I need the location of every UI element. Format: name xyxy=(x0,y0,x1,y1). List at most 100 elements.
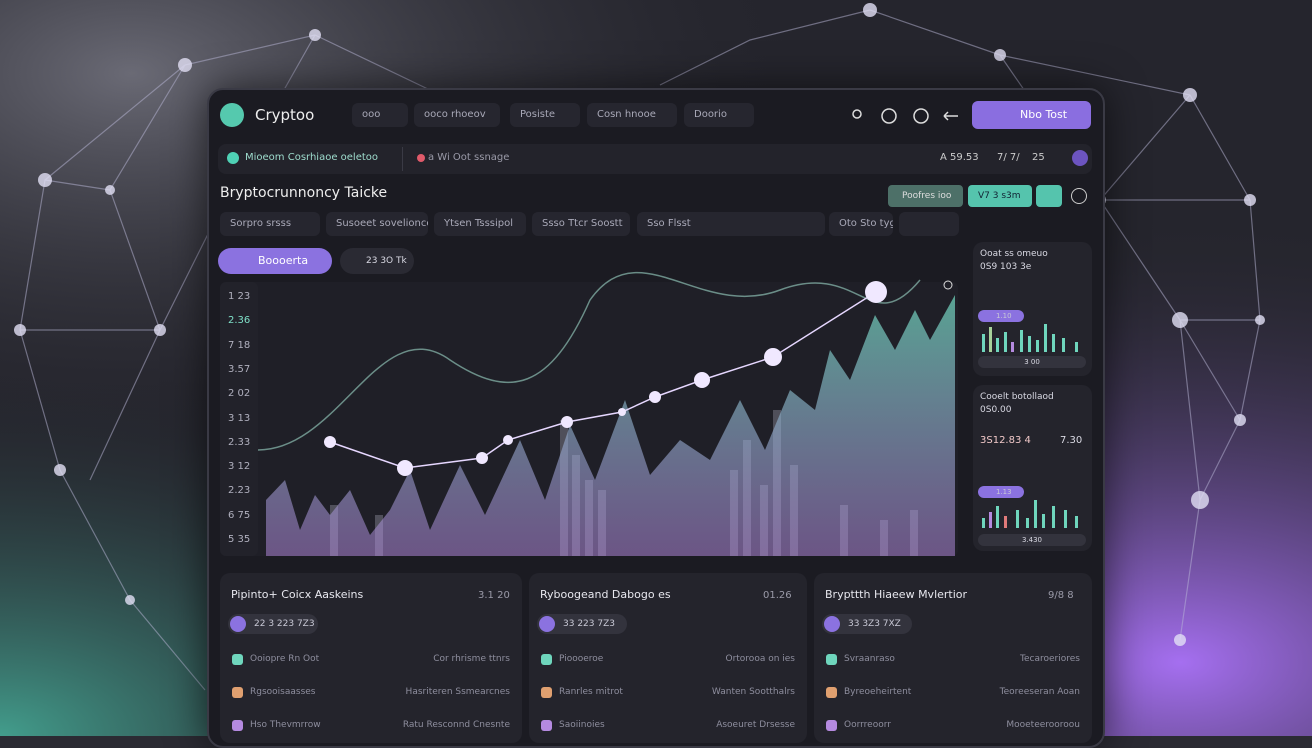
status-stat: 25 xyxy=(1032,152,1045,163)
filter[interactable]: Ytsen Tsssipol xyxy=(434,212,526,236)
side-card-title: Ooat ss omeuo xyxy=(980,249,1048,259)
alert-dot xyxy=(417,154,425,162)
side-card-chip: 1.10 xyxy=(978,310,1024,322)
info-card xyxy=(220,573,522,743)
status-stat: A 59.53 xyxy=(940,152,979,163)
row-detail: Hasriteren Ssmearcnes xyxy=(405,687,510,697)
info-card xyxy=(814,573,1092,743)
row-label: Svraanraso xyxy=(844,654,895,664)
chart-graphic xyxy=(220,271,958,556)
card-chip: 33 223 7Z3 xyxy=(537,614,627,634)
filter[interactable]: Ssso Ttcr Soostt xyxy=(532,212,630,236)
logo xyxy=(220,103,244,127)
settings-icon[interactable] xyxy=(1071,188,1087,204)
side-card-chip: 1.13 xyxy=(978,486,1024,498)
y-label: 2 02 xyxy=(228,388,251,400)
side-card-footer: 3 00 xyxy=(978,356,1086,368)
row-icon xyxy=(826,654,837,665)
header-button[interactable]: Poofres ioo xyxy=(888,185,963,207)
nav-item[interactable]: Doorio xyxy=(684,103,754,127)
filter-icons[interactable] xyxy=(899,212,959,236)
card-title: Brypttth Hiaeew Mvlertior xyxy=(825,588,968,601)
nav-item[interactable]: ooco rhoeov xyxy=(414,103,500,127)
divider xyxy=(402,147,403,171)
page-title: Bryptocrunnoncy Taicke xyxy=(220,185,388,201)
row-icon xyxy=(232,687,243,698)
side-card-stat: 7.30 xyxy=(1060,435,1083,446)
side-card xyxy=(973,385,1092,551)
y-label: 2.23 xyxy=(228,485,251,497)
y-label: 3 13 xyxy=(228,412,251,424)
nav-item[interactable]: Cosn hnooe xyxy=(587,103,677,127)
up-button[interactable] xyxy=(1036,185,1062,207)
row-label: Saoiinoies xyxy=(559,720,605,730)
card-value: 3.1 20 xyxy=(478,590,510,601)
status-dot xyxy=(227,152,239,164)
side-card-bars xyxy=(982,500,1078,528)
card-value: 9/8 8 xyxy=(1048,590,1074,601)
chip-dot xyxy=(824,616,840,632)
side-card-stat: 3S12.83 4 xyxy=(980,435,1031,446)
brand: Cryptoo xyxy=(255,106,315,124)
row-label: Ooiopre Rn Oot xyxy=(250,654,320,664)
card-title: Ryboogeand Dabogo es xyxy=(540,588,671,601)
row-icon xyxy=(232,654,243,665)
y-label: 1 23 xyxy=(228,291,251,302)
row-detail: Asoeuret Drsesse xyxy=(716,720,795,730)
row-detail: Wanten Sootthalrs xyxy=(711,687,795,697)
status-bar xyxy=(218,144,1092,174)
side-card-value: 0S0.00 xyxy=(980,405,1012,415)
y-label: 7 18 xyxy=(228,339,251,351)
filter[interactable]: Susoeet sovelionce xyxy=(326,212,428,236)
row-icon xyxy=(541,720,552,731)
chip-dot xyxy=(539,616,555,632)
header-button[interactable]: V7 3 s3m xyxy=(968,185,1032,207)
row-label: Oorrreoorr xyxy=(844,720,891,730)
row-icon xyxy=(826,720,837,731)
row-label: Ranrles mitrot xyxy=(559,687,623,697)
nav-icons[interactable] xyxy=(848,105,963,127)
side-card-value: 0S9 103 3e xyxy=(980,262,1032,272)
status-stat: 7/ 7/ xyxy=(997,152,1020,163)
y-label: 6 75 xyxy=(228,509,251,521)
row-detail: Mooeteerooroou xyxy=(1006,720,1080,730)
status-left: Mioeom Cosrhiaoe oeletoo xyxy=(245,152,379,163)
nav-item[interactable]: Posiste xyxy=(510,103,580,127)
y-label: 2.36 xyxy=(228,315,251,327)
info-card xyxy=(529,573,807,743)
row-detail: Ratu Resconnd Cnesnte xyxy=(402,720,510,730)
toggle[interactable]: Boooerta xyxy=(218,248,332,274)
row-icon xyxy=(826,687,837,698)
row-label: Pioooeroe xyxy=(559,654,604,664)
chip-dot xyxy=(230,616,246,632)
y-label: 5 35 xyxy=(228,534,251,545)
row-label: Rgsooisaasses xyxy=(250,687,316,697)
filter[interactable]: Sso Flsst xyxy=(637,212,825,236)
y-label: 3 12 xyxy=(228,461,251,473)
badge: 23 3O Tk xyxy=(340,248,414,274)
y-label: 3.57 xyxy=(228,363,251,375)
side-card xyxy=(973,242,1092,376)
primary-button[interactable]: Nbo Tost xyxy=(972,101,1091,129)
side-card-title: Cooelt botollaod xyxy=(980,392,1054,402)
card-title: Pipinto+ Coicx Aaskeins xyxy=(231,588,364,601)
filter[interactable]: Oto Sto tygs xyxy=(829,212,893,236)
row-detail: Ortorooa on ies xyxy=(725,654,795,664)
row-detail: Teoreeseran Aoan xyxy=(999,687,1080,697)
card-value: 01.26 xyxy=(763,590,792,601)
row-icon xyxy=(541,687,552,698)
row-icon xyxy=(541,654,552,665)
filter[interactable]: Sorpro srsss xyxy=(220,212,320,236)
card-chip: 22 3 223 7Z3 xyxy=(228,614,318,634)
nav-item[interactable]: ooo xyxy=(352,103,408,127)
row-label: Byreoeheirtent xyxy=(844,687,912,697)
row-detail: Tecaroeriores xyxy=(1020,654,1080,664)
status-middle: a Wi Oot ssnage xyxy=(428,152,510,163)
row-detail: Cor rhrisme ttnrs xyxy=(433,654,510,664)
card-chip: 33 3Z3 7XZ xyxy=(822,614,912,634)
status-icon[interactable] xyxy=(1072,150,1088,166)
row-label: Hso Thevmrrow xyxy=(250,720,321,730)
side-card-footer: 3.430 xyxy=(978,534,1086,546)
